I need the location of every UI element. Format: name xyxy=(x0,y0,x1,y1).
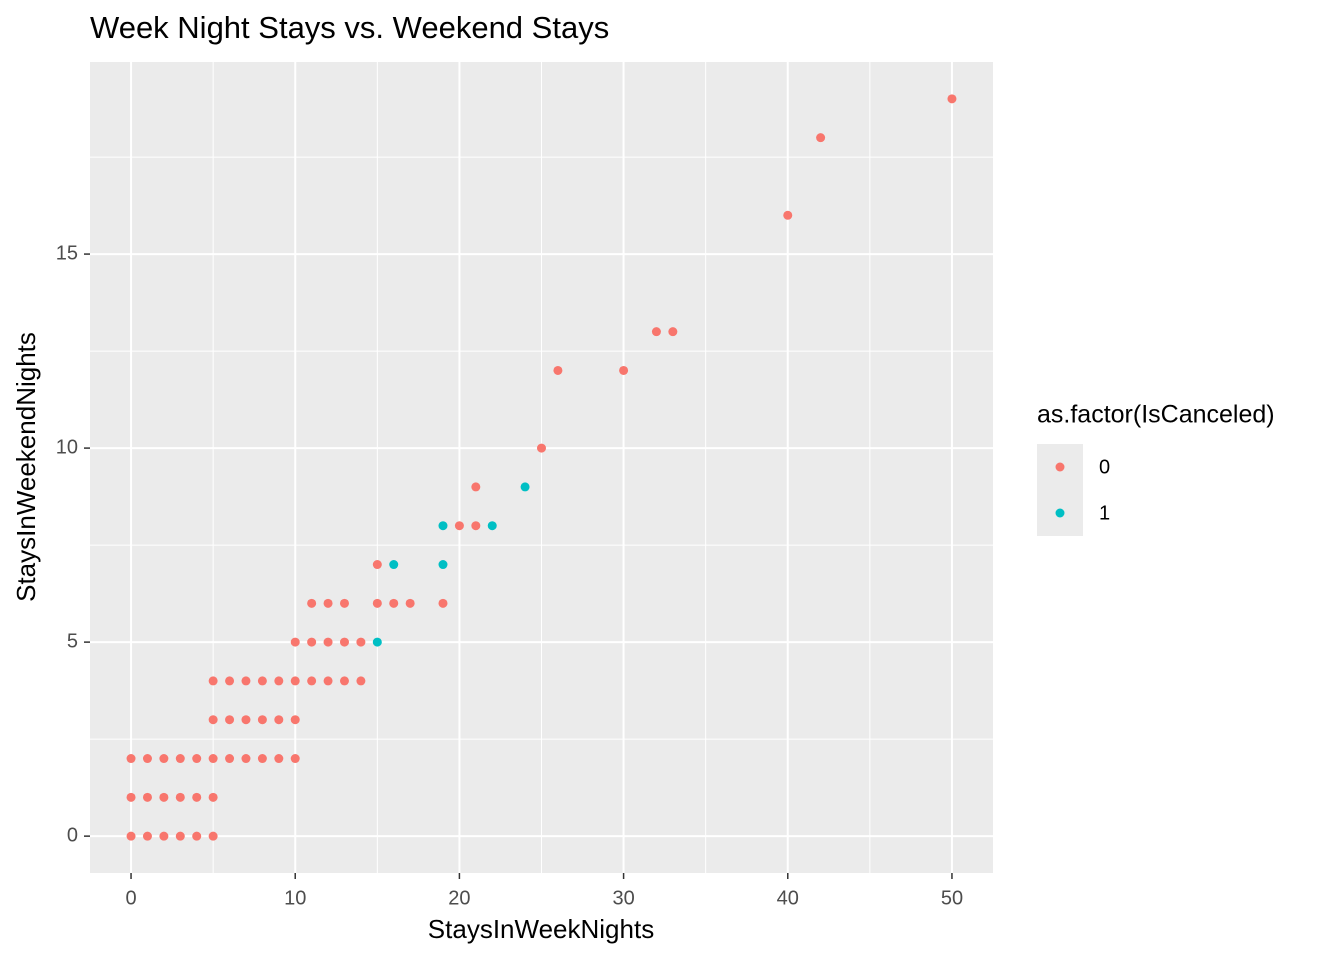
chart-title: Week Night Stays vs. Weekend Stays xyxy=(90,10,609,45)
point xyxy=(339,598,349,608)
point xyxy=(192,792,202,802)
point xyxy=(454,521,464,531)
legend-title: as.factor(IsCanceled) xyxy=(1037,401,1275,429)
point xyxy=(307,598,317,608)
point xyxy=(307,637,317,647)
point xyxy=(241,676,251,686)
point xyxy=(257,754,267,764)
point xyxy=(208,676,218,686)
point xyxy=(208,715,218,725)
point xyxy=(208,792,218,802)
y-tick-label: 15 xyxy=(56,242,78,264)
point xyxy=(651,327,661,337)
point xyxy=(257,676,267,686)
point xyxy=(438,598,448,608)
legend-label: 1 xyxy=(1099,502,1110,524)
point xyxy=(553,365,563,375)
point xyxy=(126,831,136,841)
point xyxy=(356,676,366,686)
point xyxy=(323,598,333,608)
point xyxy=(356,637,366,647)
y-tick-label: 10 xyxy=(56,436,78,458)
point xyxy=(487,521,497,531)
point xyxy=(339,676,349,686)
point xyxy=(126,792,136,802)
x-tick-label: 0 xyxy=(125,887,136,909)
point xyxy=(520,482,530,492)
point xyxy=(783,210,793,220)
point xyxy=(537,443,546,453)
point xyxy=(619,365,629,375)
point xyxy=(372,598,382,608)
point xyxy=(471,482,481,492)
point xyxy=(192,754,202,764)
point xyxy=(225,715,235,725)
point xyxy=(175,831,185,841)
point xyxy=(142,792,152,802)
x-tick-label: 20 xyxy=(448,887,470,909)
legend-marker xyxy=(1055,462,1065,472)
point xyxy=(372,637,382,647)
point xyxy=(438,560,448,570)
point xyxy=(159,831,169,841)
point xyxy=(389,598,399,608)
legend-label: 0 xyxy=(1099,456,1110,478)
y-tick-label: 0 xyxy=(67,824,78,846)
point xyxy=(274,754,284,764)
point xyxy=(208,754,218,764)
point xyxy=(192,831,202,841)
x-tick-label: 50 xyxy=(941,887,963,909)
y-tick-label: 5 xyxy=(67,630,78,652)
point xyxy=(274,715,284,725)
legend-marker xyxy=(1055,508,1065,518)
point xyxy=(142,754,152,764)
point xyxy=(290,754,300,764)
y-axis-title: StaysInWeekendNights xyxy=(11,332,41,602)
point xyxy=(405,598,415,608)
point xyxy=(175,754,185,764)
x-tick-label: 10 xyxy=(284,887,306,909)
point xyxy=(225,676,235,686)
point xyxy=(241,754,251,764)
point xyxy=(290,715,300,725)
point xyxy=(159,792,169,802)
point xyxy=(947,94,957,104)
point xyxy=(142,831,152,841)
point xyxy=(339,637,349,647)
point xyxy=(208,831,218,841)
x-axis-title: StaysInWeekNights xyxy=(428,914,654,944)
point xyxy=(175,792,185,802)
point xyxy=(438,521,448,531)
point xyxy=(323,676,333,686)
point xyxy=(257,715,267,725)
point xyxy=(225,754,235,764)
point xyxy=(126,754,136,764)
point xyxy=(241,715,251,725)
point xyxy=(274,676,284,686)
point xyxy=(159,754,169,764)
point xyxy=(372,560,382,570)
point xyxy=(668,327,678,337)
point xyxy=(816,133,826,143)
point xyxy=(307,676,317,686)
point xyxy=(290,637,300,647)
point xyxy=(290,676,300,686)
x-tick-label: 40 xyxy=(777,887,799,909)
point xyxy=(389,560,399,570)
point xyxy=(471,521,481,531)
x-tick-label: 30 xyxy=(612,887,634,909)
point xyxy=(323,637,333,647)
